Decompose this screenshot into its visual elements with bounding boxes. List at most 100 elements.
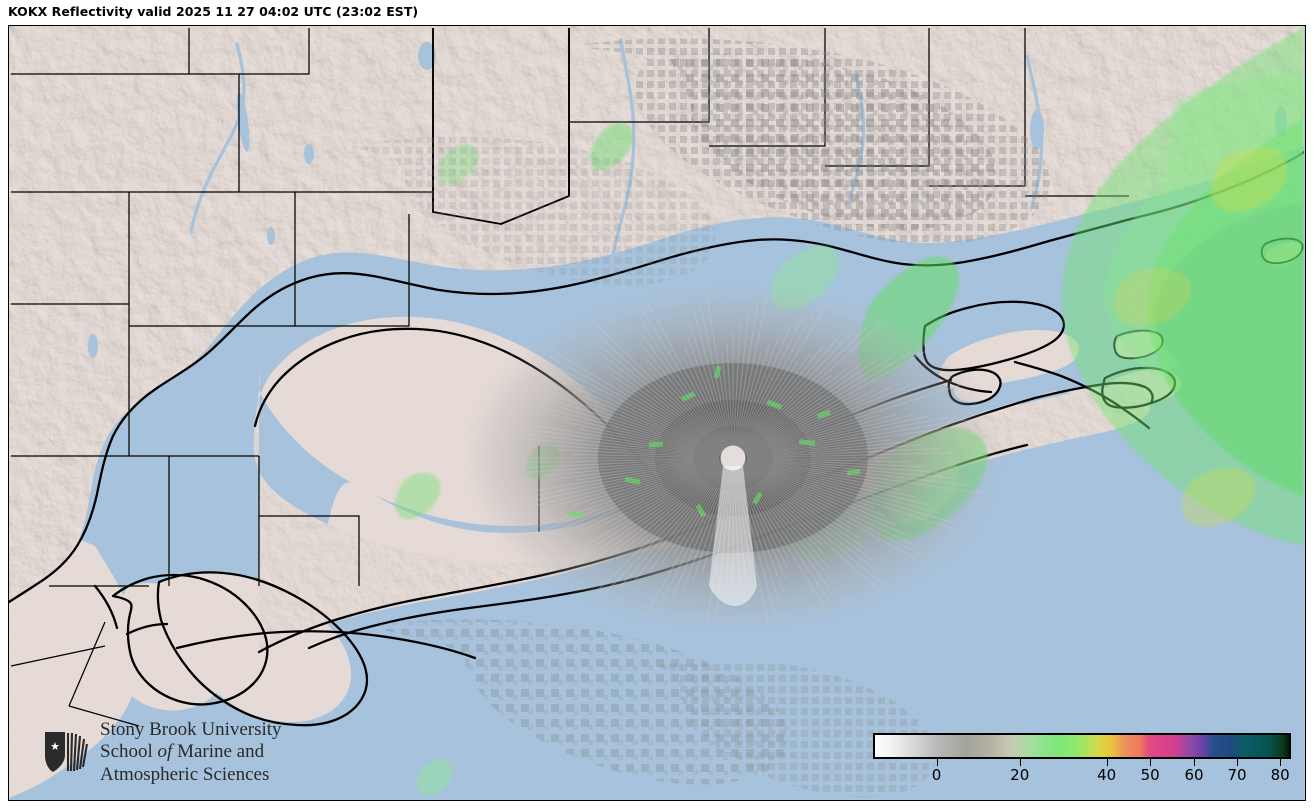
- radar-spoke: [746, 415, 931, 456]
- radar-spoke: [746, 452, 957, 459]
- radar-spoke: [741, 464, 882, 584]
- radar-spoke: [746, 441, 908, 458]
- radar-spoke: [552, 414, 720, 456]
- radar-spoke: [743, 351, 912, 453]
- radar-spoke: [738, 361, 799, 450]
- radar-spoke: [624, 464, 725, 550]
- colorbar-gradient: [875, 735, 1289, 757]
- radar-spoke: [745, 413, 897, 456]
- radar-spoke: [739, 345, 824, 451]
- radar-spoke: [660, 466, 728, 565]
- radar-spoke: [524, 462, 722, 538]
- radar-spoke: [736, 317, 803, 450]
- radar-spoke: [589, 317, 726, 451]
- radar-spoke: [743, 392, 860, 453]
- reflectivity-colorbar: 0 20 40 50 60 70 80: [873, 733, 1297, 797]
- radar-spoke: [540, 406, 721, 456]
- radar-spoke: [577, 464, 724, 565]
- radar-spoke: [648, 465, 728, 573]
- radar-spoke: [745, 383, 964, 455]
- ground-clutter-blocks: [349, 38, 1050, 798]
- radar-spoke: [484, 416, 720, 457]
- radar-spoke: [670, 466, 730, 601]
- radar-spoke: [745, 461, 875, 509]
- radar-spoke: [742, 464, 867, 550]
- radar-spoke: [519, 460, 720, 505]
- radar-spoke: [733, 310, 750, 449]
- colorbar-tick-label: 60: [1184, 766, 1204, 784]
- radar-spoke: [743, 463, 923, 557]
- radar-spoke: [609, 464, 725, 556]
- radar-spoke: [517, 388, 721, 455]
- radar-spoke: [689, 323, 731, 450]
- colorbar-tick-label: 0: [931, 766, 942, 784]
- radar-spoke: [548, 355, 723, 453]
- radar-spoke: [746, 439, 891, 457]
- colorbar-tick: [1106, 759, 1108, 766]
- radar-spoke: [542, 458, 720, 477]
- colorbar-tick-label: 40: [1097, 766, 1117, 784]
- radar-map-canvas[interactable]: ★ Stony Brook University School of Marin…: [9, 26, 1305, 800]
- radar-spoke: [506, 378, 721, 455]
- radar-spoke: [509, 458, 720, 469]
- colorbar-tick: [936, 759, 938, 766]
- radar-spoke: [542, 344, 723, 453]
- radar-spoke: [738, 465, 832, 592]
- radar-shadow-wedge: [709, 466, 757, 606]
- radar-spoke: [740, 332, 853, 451]
- radar-spoke: [686, 334, 731, 450]
- radar-spoke: [742, 363, 862, 452]
- radar-spoke: [577, 462, 722, 533]
- radar-spoke: [742, 354, 895, 453]
- radar-spoke: [594, 404, 722, 454]
- radar-spoke: [742, 464, 873, 561]
- radar-spoke: [526, 438, 720, 458]
- radar-spoke: [528, 397, 721, 455]
- radar-spoke: [506, 461, 721, 538]
- colorbar-tick: [1194, 759, 1196, 766]
- radar-spoke: [560, 462, 722, 536]
- radar-map-frame[interactable]: ★ Stony Brook University School of Marin…: [8, 25, 1306, 801]
- radar-spoke: [557, 449, 720, 458]
- radar-spoke: [683, 346, 730, 450]
- radar-reflectivity-layer: [349, 26, 1304, 798]
- radar-spoke: [542, 444, 720, 458]
- radar-spoke: [745, 460, 941, 514]
- radar-spoke: [738, 466, 832, 604]
- radar-spoke: [732, 320, 741, 449]
- radar-spoke: [742, 463, 860, 540]
- radar-spoke: [644, 357, 727, 451]
- radar-spoke: [744, 386, 893, 454]
- radar-spoke: [604, 363, 724, 452]
- radar-spoke: [638, 465, 726, 544]
- radar-spoke: [736, 466, 788, 569]
- radar-spoke: [740, 465, 823, 546]
- radar-spoke: [740, 465, 827, 557]
- radar-spoke: [556, 366, 723, 453]
- colorbar-tick-label: 50: [1140, 766, 1160, 784]
- radar-spoke: [721, 352, 733, 449]
- radar-spoke: [740, 465, 884, 596]
- radar-spoke: [746, 422, 984, 457]
- radar-spoke: [746, 459, 889, 485]
- radar-spoke: [498, 424, 720, 457]
- radar-spoke: [741, 368, 847, 452]
- radar-spoke: [746, 458, 925, 468]
- radar-spoke: [744, 462, 897, 526]
- radar-spoke: [744, 389, 876, 454]
- radar-spoke: [537, 460, 720, 506]
- radar-spoke: [734, 353, 762, 450]
- radar-spoke: [610, 373, 724, 452]
- radar-green-slivers: [568, 365, 861, 518]
- radar-spoke: [744, 383, 928, 454]
- colorbar-gradient-box: [873, 733, 1291, 759]
- radar-spoke: [542, 462, 722, 537]
- radar-spoke: [593, 464, 724, 561]
- radar-spoke: [737, 466, 789, 558]
- radar-spoke: [746, 458, 940, 473]
- radar-spoke: [617, 384, 724, 453]
- page-title: KOKX Reflectivity valid 2025 11 27 04:02…: [8, 4, 419, 19]
- radar-spoke: [746, 460, 929, 506]
- radar-spoke: [744, 462, 906, 536]
- radar-spoke: [746, 416, 949, 456]
